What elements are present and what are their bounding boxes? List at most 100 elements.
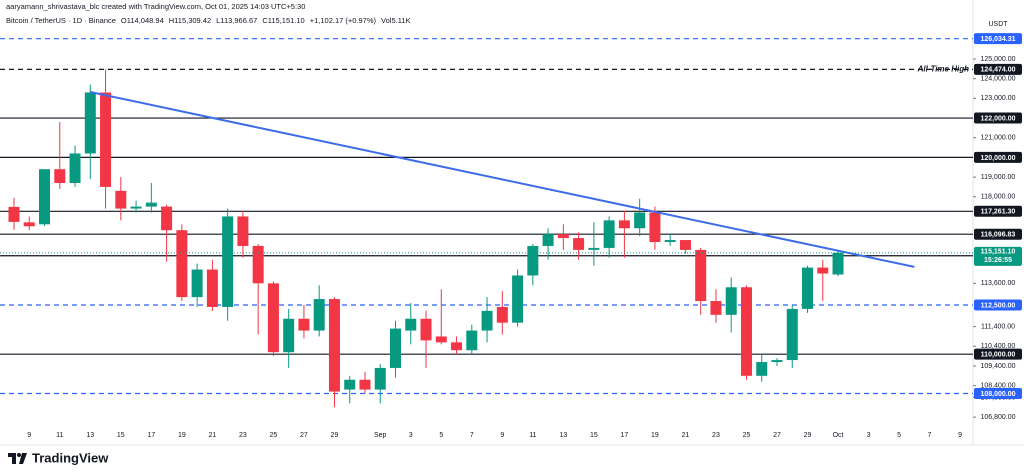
x-tick-label: 13	[86, 432, 94, 439]
candle-body	[344, 379, 356, 390]
candle-body	[603, 220, 615, 248]
candle-body	[267, 283, 279, 353]
x-tick-label: 9	[500, 432, 504, 439]
candle-body	[23, 222, 35, 227]
x-tick-label: 25	[743, 432, 751, 439]
x-tick-label: Sep	[374, 432, 387, 439]
candle-body	[39, 169, 51, 225]
x-tick-label: 9	[958, 432, 962, 439]
candle-body	[588, 247, 600, 250]
candle-body	[206, 269, 218, 307]
credit: aaryamann_shrivastava_blc created with T…	[6, 2, 305, 11]
y-tick-label: 110,400.00	[981, 343, 1016, 350]
x-tick-label: 19	[178, 432, 186, 439]
candle-body	[359, 379, 371, 390]
level-label: 110,000.00	[981, 352, 1016, 359]
candle-body	[664, 240, 676, 243]
x-tick-label: 11	[529, 432, 536, 439]
header-item: C115,151.10	[262, 16, 304, 25]
candle-body	[725, 287, 737, 315]
candle-body	[695, 249, 707, 302]
candle-body	[313, 299, 325, 331]
header-item: Bitcoin / TetherUS · 1D · Binance	[6, 16, 116, 25]
candle-body	[451, 342, 463, 351]
candle-body	[832, 252, 844, 275]
candle-body	[817, 267, 829, 274]
candle-body	[84, 92, 96, 154]
x-tick-label: 17	[621, 432, 629, 439]
y-tick-label: 121,000.00	[980, 135, 1015, 142]
x-tick-label: 11	[56, 432, 63, 439]
level-label-box	[974, 63, 1022, 75]
candle-body	[374, 367, 386, 390]
y-tick-label: 118,000.00	[981, 194, 1016, 201]
trendline	[90, 90, 915, 268]
y-tick-label: 111,400.00	[981, 323, 1015, 330]
x-tick-label: 27	[773, 432, 781, 439]
level-label-box	[974, 388, 1022, 400]
header-item: Vol5.11K	[381, 16, 410, 25]
level-label-box	[974, 299, 1022, 311]
candle-body	[786, 308, 798, 361]
level-label-box	[974, 151, 1022, 163]
level-label: 108,000.00	[980, 391, 1015, 398]
candle-body	[542, 234, 554, 246]
logo: TradingView	[8, 450, 109, 465]
header-item: +1,102.17 (+0.97%)	[310, 16, 377, 25]
x-tick-label: 3	[867, 432, 871, 439]
level-label-box	[974, 33, 1022, 45]
level-label-box	[974, 112, 1022, 124]
candle-body	[756, 362, 768, 376]
candle-body	[618, 220, 630, 229]
level-label: 122,000.00	[980, 115, 1015, 122]
y-tick-label: 108,400.00	[980, 382, 1015, 389]
candle-body	[435, 336, 447, 343]
countdown: 15:26:55	[984, 257, 1012, 264]
x-tick-label: 13	[559, 432, 567, 439]
x-tick-label: 19	[651, 432, 659, 439]
x-tick-label: 29	[804, 432, 812, 439]
y-tick-label: 119,000.00	[981, 174, 1016, 181]
candle-body	[145, 202, 157, 207]
y-tick-label: 125,000.00	[980, 56, 1015, 63]
candle-body	[481, 310, 493, 331]
candle-body	[69, 153, 81, 183]
x-tick-label: 5	[897, 432, 901, 439]
level-label-box	[974, 228, 1022, 240]
level-label: 124,474.00	[980, 67, 1015, 74]
x-tick-label: 27	[300, 432, 308, 439]
x-tick-label: 9	[27, 432, 31, 439]
candle-body	[573, 238, 585, 250]
x-tick-label: 21	[208, 432, 216, 439]
candle-body	[8, 206, 20, 222]
candle-body	[222, 216, 234, 307]
candle-body	[557, 234, 569, 239]
header-item: H115,309.42	[169, 16, 211, 25]
header-item: O114,048.94	[121, 16, 164, 25]
current-price-label: 115,151.10	[981, 249, 1016, 256]
y-tick-label: 106,800.00	[980, 414, 1015, 421]
candle-body	[283, 318, 295, 353]
x-tick-label: 23	[239, 432, 247, 439]
level-label-box	[974, 205, 1022, 217]
y-tick-label: 109,400.00	[980, 363, 1015, 370]
level-label: 116,096.83	[981, 232, 1016, 239]
x-tick-label: 7	[928, 432, 932, 439]
candle-body	[237, 216, 249, 246]
x-tick-label: 25	[270, 432, 278, 439]
x-tick-label: 5	[439, 432, 443, 439]
y-tick-label: 123,000.00	[980, 95, 1015, 102]
candle-body	[328, 299, 340, 392]
candle-body	[771, 360, 783, 363]
brand: TradingView	[32, 450, 109, 465]
x-tick-label: 3	[409, 432, 413, 439]
candle-body	[420, 318, 432, 341]
candle-body	[161, 206, 173, 231]
candle-body	[390, 328, 401, 368]
header-item: L113,966.67	[216, 16, 257, 25]
candle-body	[130, 206, 142, 209]
x-tick-label: 15	[117, 432, 125, 439]
candle-body	[802, 267, 814, 309]
